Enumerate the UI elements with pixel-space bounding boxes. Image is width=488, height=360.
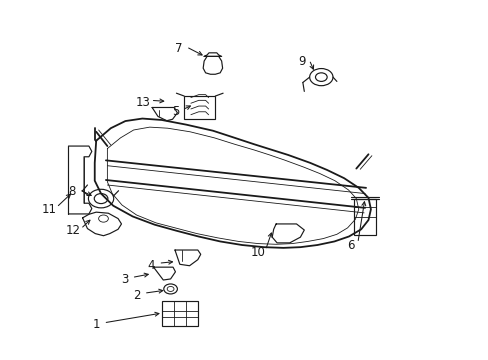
Text: 7: 7 <box>175 42 182 55</box>
Text: 8: 8 <box>68 185 76 198</box>
Text: 2: 2 <box>133 288 140 302</box>
Text: 12: 12 <box>66 224 81 237</box>
Bar <box>162 301 198 327</box>
Bar <box>354 199 375 235</box>
Text: 3: 3 <box>121 273 128 286</box>
Text: 5: 5 <box>171 105 179 118</box>
Bar <box>184 96 215 119</box>
Text: 6: 6 <box>346 239 353 252</box>
Text: 10: 10 <box>250 246 265 258</box>
Text: 4: 4 <box>147 258 155 271</box>
Text: 11: 11 <box>41 203 57 216</box>
Text: 13: 13 <box>136 96 150 109</box>
Text: 9: 9 <box>298 55 305 68</box>
Text: 1: 1 <box>92 318 100 331</box>
